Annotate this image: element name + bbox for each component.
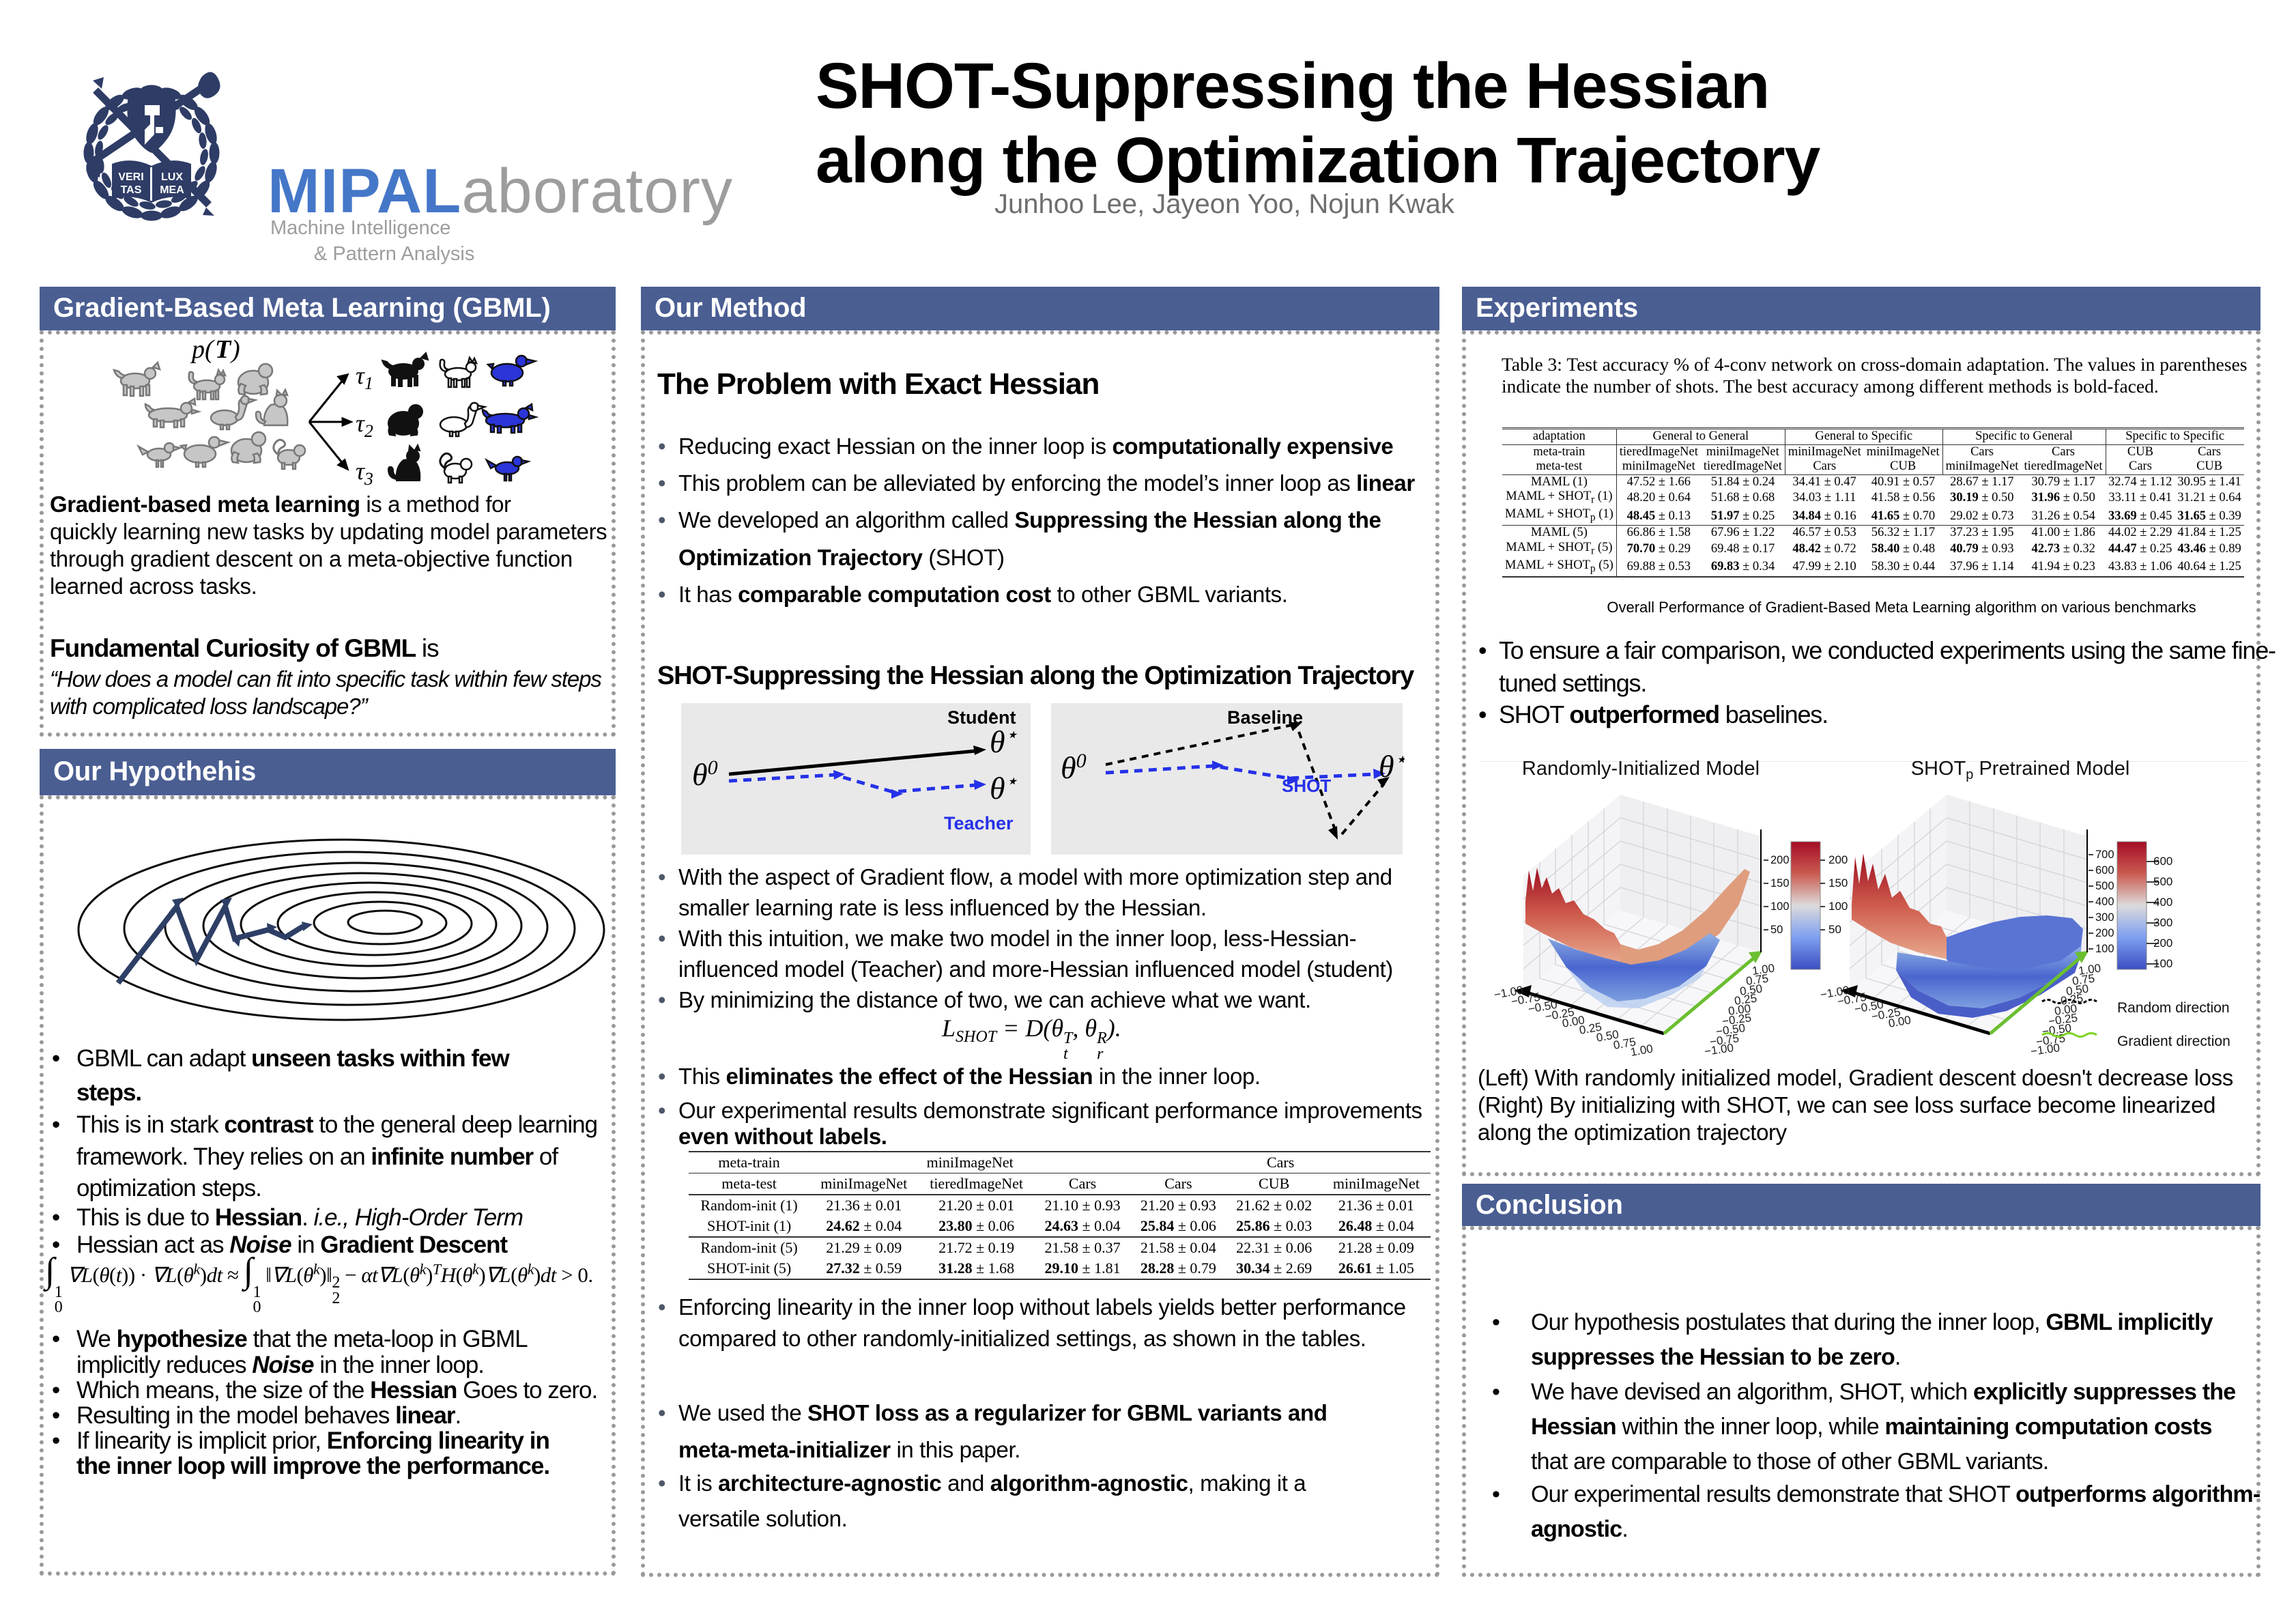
svg-text:LUX: LUX bbox=[161, 171, 183, 183]
svg-text:200: 200 bbox=[2153, 937, 2172, 950]
svg-text:−1.00: −1.00 bbox=[1704, 1041, 1734, 1058]
svg-text:600: 600 bbox=[2095, 864, 2114, 877]
svg-text:p(: p( bbox=[190, 336, 215, 364]
svg-text:ˆ: ˆ bbox=[990, 709, 996, 731]
svg-text:0.75: 0.75 bbox=[2071, 972, 2095, 988]
svg-text:Teacher: Teacher bbox=[944, 813, 1014, 834]
svg-text:100: 100 bbox=[2095, 943, 2114, 955]
svg-text:−1.00: −1.00 bbox=[2030, 1041, 2061, 1058]
svg-text:700: 700 bbox=[2095, 849, 2114, 861]
svg-text:0.00: 0.00 bbox=[1727, 1002, 1751, 1018]
svg-text:Baseline: Baseline bbox=[1227, 707, 1303, 728]
svg-text:100: 100 bbox=[1828, 900, 1848, 913]
svg-text:MEA: MEA bbox=[160, 184, 184, 196]
svg-text:100: 100 bbox=[2153, 957, 2172, 970]
svg-text:300: 300 bbox=[2095, 911, 2114, 924]
svg-text:0.50: 0.50 bbox=[1739, 982, 1763, 998]
svg-text:400: 400 bbox=[2153, 896, 2172, 909]
svg-text:0.75: 0.75 bbox=[1745, 972, 1769, 988]
svg-text:150: 150 bbox=[1828, 877, 1848, 890]
svg-text:200: 200 bbox=[1828, 853, 1848, 866]
svg-text:200: 200 bbox=[1770, 854, 1790, 866]
svg-text:Gradient direction: Gradient direction bbox=[2117, 1034, 2230, 1049]
svg-text:SHOTp Pretrained Model: SHOTp Pretrained Model bbox=[1911, 758, 2130, 782]
svg-text:300: 300 bbox=[2153, 916, 2172, 929]
svg-text:1.00: 1.00 bbox=[1751, 962, 1775, 978]
svg-text:Student: Student bbox=[947, 707, 1016, 728]
svg-text:T: T bbox=[215, 336, 232, 364]
svg-text:150: 150 bbox=[1770, 877, 1790, 890]
svg-text:τ2: τ2 bbox=[356, 410, 373, 441]
svg-text:50: 50 bbox=[1828, 923, 1841, 936]
svg-text:): ) bbox=[230, 336, 240, 364]
svg-text:500: 500 bbox=[2095, 880, 2114, 892]
svg-text:Random direction: Random direction bbox=[2117, 1000, 2230, 1016]
svg-text:600: 600 bbox=[2153, 855, 2172, 868]
svg-text:Randomly-Initialized Model: Randomly-Initialized Model bbox=[1522, 758, 1760, 780]
svg-text:500: 500 bbox=[2153, 875, 2172, 888]
svg-text:TAS: TAS bbox=[121, 184, 142, 196]
svg-text:0.00: 0.00 bbox=[2054, 1002, 2078, 1018]
svg-text:0.50: 0.50 bbox=[2065, 982, 2089, 998]
svg-text:0.25: 0.25 bbox=[2060, 992, 2084, 1008]
svg-text:τ3: τ3 bbox=[356, 457, 373, 487]
svg-text:50: 50 bbox=[1770, 924, 1783, 936]
svg-text:VERI: VERI bbox=[118, 171, 143, 183]
svg-text:100: 100 bbox=[1770, 900, 1790, 913]
svg-text:τ1: τ1 bbox=[356, 362, 373, 393]
svg-text:1.00: 1.00 bbox=[2078, 962, 2101, 978]
svg-text:SHOT: SHOT bbox=[1282, 776, 1331, 796]
svg-text:200: 200 bbox=[2095, 927, 2114, 939]
svg-text:0.25: 0.25 bbox=[1734, 992, 1757, 1008]
svg-text:400: 400 bbox=[2095, 896, 2114, 908]
